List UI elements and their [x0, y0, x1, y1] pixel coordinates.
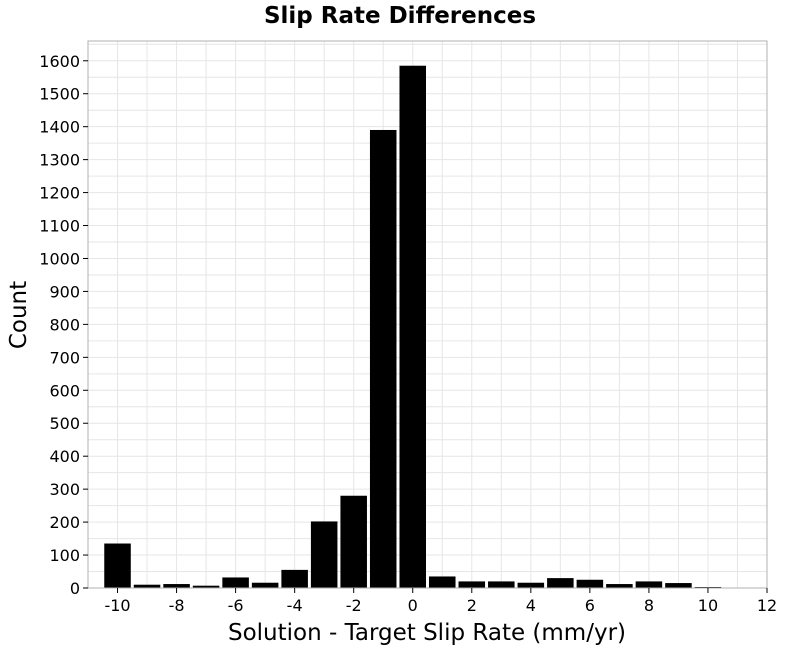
y-tick-label: 900	[49, 282, 80, 301]
y-tick-label: 1100	[39, 217, 80, 236]
x-axis-label: Solution - Target Slip Rate (mm/yr)	[228, 620, 626, 646]
y-tick-label: 700	[49, 348, 80, 367]
plot-frame	[87, 40, 768, 589]
y-tick-labels: 0 100 200 300 400 500 600 700 800 900 1000 1100 1200…	[39, 52, 80, 598]
y-tick-label: 100	[49, 546, 80, 565]
x-tick-label: 12	[757, 596, 777, 615]
x-tick-label: -6	[228, 596, 244, 615]
histogram-bar	[104, 543, 131, 588]
y-tick-label: 200	[49, 513, 80, 532]
grid-layer	[87, 41, 768, 589]
y-axis-label: Count	[6, 281, 32, 349]
histogram-bar	[635, 581, 663, 588]
x-tick-label: -4	[287, 596, 303, 615]
y-tick-label: 1200	[39, 184, 80, 203]
y-tick-label: 1400	[39, 118, 80, 137]
x-tick-label: 2	[467, 596, 477, 615]
x-tick-label: -10	[104, 596, 130, 615]
x-tick-label: 10	[698, 596, 718, 615]
histogram-bar	[133, 584, 161, 588]
histogram-bar	[488, 581, 515, 588]
histogram-bar	[547, 578, 574, 588]
x-tick-label: -2	[346, 596, 362, 615]
chart-title: Slip Rate Differences	[264, 3, 536, 29]
y-tick-label: 1000	[39, 249, 80, 268]
histogram-bar	[399, 65, 426, 588]
x-tick-labels: -10 -8 -6 -4 -2 0 2 4 6 8 10 12	[104, 596, 777, 615]
y-tick-label: 300	[49, 480, 80, 499]
histogram-bar	[310, 521, 338, 588]
y-tick-label: 500	[49, 414, 80, 433]
histogram-bar	[665, 583, 692, 588]
histogram-bar	[576, 579, 604, 588]
x-tick-label: -8	[169, 596, 185, 615]
histogram-bar	[606, 584, 633, 588]
y-tick-label: 800	[49, 315, 80, 334]
bars-layer	[104, 65, 722, 588]
histogram-bar	[517, 582, 545, 588]
x-tick-label: 6	[585, 596, 595, 615]
histogram-bar	[222, 577, 249, 588]
y-tick-label: 1500	[39, 85, 80, 104]
histogram-bar	[163, 584, 190, 588]
histogram-bar	[281, 569, 308, 588]
x-tick-label: 0	[408, 596, 418, 615]
histogram-bar	[251, 582, 279, 588]
x-tick-label: 4	[526, 596, 536, 615]
ticks-layer	[83, 60, 768, 593]
y-tick-label: 0	[70, 579, 80, 598]
histogram-bar	[340, 495, 367, 588]
y-tick-label: 1300	[39, 151, 80, 170]
histogram-bar	[369, 129, 397, 588]
y-tick-label: 400	[49, 447, 80, 466]
x-tick-label: 8	[644, 596, 654, 615]
histogram-bar	[458, 581, 486, 588]
histogram-bar	[192, 585, 220, 588]
y-tick-label: 600	[49, 381, 80, 400]
y-tick-label: 1600	[39, 52, 80, 71]
histogram-bar	[429, 576, 456, 588]
